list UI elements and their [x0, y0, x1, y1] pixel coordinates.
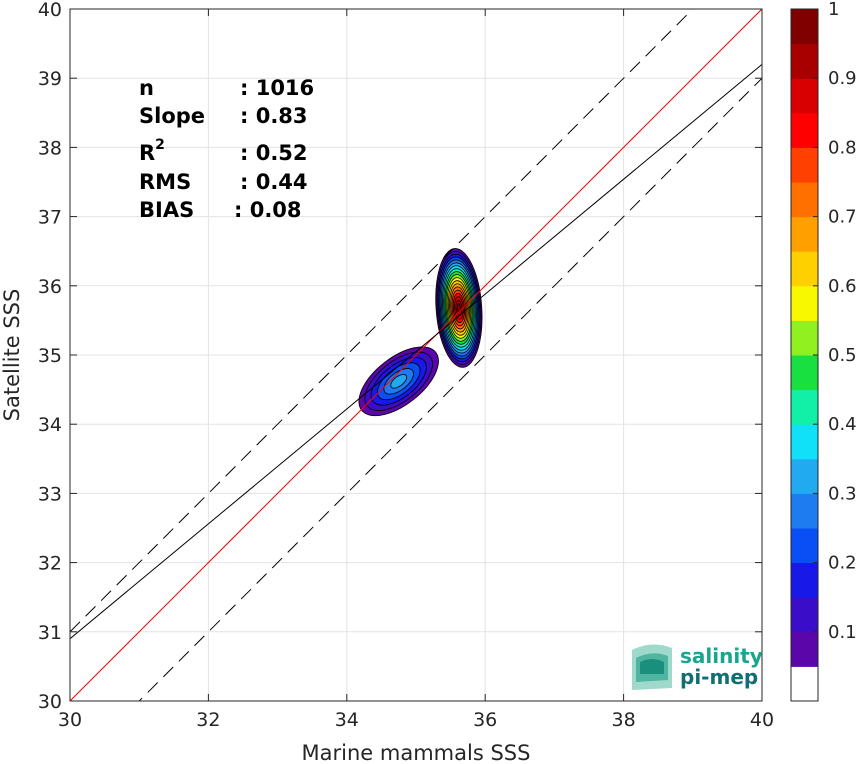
- x-tick-label: 40: [750, 709, 774, 731]
- colorbar-segment: [791, 528, 818, 564]
- colorbar-segment: [791, 251, 818, 287]
- logo-line2: pi-mep: [680, 665, 758, 689]
- colorbar-tick-label: 1: [828, 0, 839, 20]
- y-tick-label: 40: [38, 0, 62, 21]
- colorbar-segment: [791, 424, 818, 460]
- y-tick-label: 35: [38, 345, 62, 367]
- colorbar-segment: [791, 597, 818, 633]
- colorbar-tick-label: 0.6: [828, 276, 857, 297]
- colorbar-segment: [791, 182, 818, 218]
- colorbar-segment: [791, 666, 818, 702]
- stat-r2-base: R: [139, 141, 155, 165]
- stat-n-label: n: [139, 76, 154, 100]
- colorbar-segment: [791, 631, 818, 667]
- colorbar-tick-label: 0.2: [828, 553, 857, 574]
- colorbar-tick-label: 0.5: [828, 345, 857, 366]
- colorbar-segment: [791, 320, 818, 356]
- x-axis-ticks: 30 32 34 36 38 40: [58, 9, 774, 731]
- y-tick-label: 39: [38, 68, 62, 90]
- stat-bias-label: BIAS: [139, 198, 194, 222]
- colorbar-segment: [791, 389, 818, 425]
- logo-wave-icon: [632, 644, 672, 690]
- colorbar-tick-label: 0.1: [828, 622, 857, 643]
- colorbar: [790, 8, 819, 702]
- stat-bias-value: : 0.08: [234, 198, 302, 222]
- colorbar-segment: [791, 355, 818, 391]
- colorbar-tick-label: 0.9: [828, 68, 857, 89]
- colorbar-segment: [791, 9, 818, 45]
- colorbar-tick-label: 0.7: [828, 207, 857, 228]
- stat-rms-value: : 0.44: [240, 170, 308, 194]
- stat-slope-value: : 0.83: [240, 104, 308, 128]
- stat-slope-label: Slope: [139, 104, 205, 128]
- colorbar-segment: [791, 493, 818, 529]
- y-tick-label: 34: [38, 414, 62, 436]
- x-tick-label: 34: [335, 709, 359, 731]
- lower-bound-line: [138, 77, 762, 701]
- colorbar-tick-label: 0.4: [828, 414, 857, 435]
- colorbar-segment: [791, 147, 818, 183]
- y-tick-label: 38: [38, 137, 62, 159]
- stat-r2-sup: 2: [155, 137, 165, 153]
- colorbar-ticks: 0.1 0.2 0.3 0.4 0.5 0.6 0.7 0.8 0.9 1: [813, 0, 857, 643]
- identity-line: [70, 9, 762, 701]
- x-tick-label: 32: [196, 709, 220, 731]
- x-tick-label: 38: [612, 709, 636, 731]
- y-tick-label: 37: [38, 207, 62, 229]
- x-tick-label: 36: [473, 709, 497, 731]
- stat-r2-label: R2: [139, 137, 165, 165]
- y-tick-label: 36: [38, 276, 62, 298]
- colorbar-segment: [791, 285, 818, 321]
- logo-line1: salinity: [680, 644, 763, 668]
- y-tick-label: 33: [38, 483, 62, 505]
- reference-lines: [70, 9, 762, 701]
- cluster-low-level: [390, 374, 408, 389]
- y-axis-ticks: 30 31 32 33 34 35 36 37 38 39 40: [38, 0, 762, 713]
- stats-box: n : 1016 Slope : 0.83 R2 : 0.52 RMS : 0.…: [139, 76, 314, 222]
- colorbar-tick-label: 0.3: [828, 483, 857, 504]
- colorbar-segment: [791, 458, 818, 494]
- colorbar-segment: [791, 562, 818, 598]
- regression-line: [70, 63, 762, 640]
- upper-bound-line: [70, 9, 694, 633]
- colorbar-segment: [791, 43, 818, 79]
- colorbar-segment: [791, 112, 818, 148]
- y-tick-label: 30: [38, 691, 62, 713]
- stat-r2-value: : 0.52: [240, 141, 308, 165]
- x-axis-label: Marine mammals SSS: [302, 741, 531, 764]
- logo: salinity pi-mep: [632, 644, 763, 690]
- y-axis-label: Satellite SSS: [0, 289, 24, 422]
- y-tick-label: 31: [38, 622, 62, 644]
- x-tick-label: 30: [58, 709, 82, 731]
- y-tick-label: 32: [38, 553, 62, 575]
- colorbar-segment: [791, 216, 818, 252]
- colorbar-tick-label: 0.8: [828, 137, 857, 158]
- colorbar-segment: [791, 78, 818, 114]
- stat-n-value: : 1016: [240, 76, 314, 100]
- density-contours: [358, 248, 483, 417]
- stat-rms-label: RMS: [139, 170, 191, 194]
